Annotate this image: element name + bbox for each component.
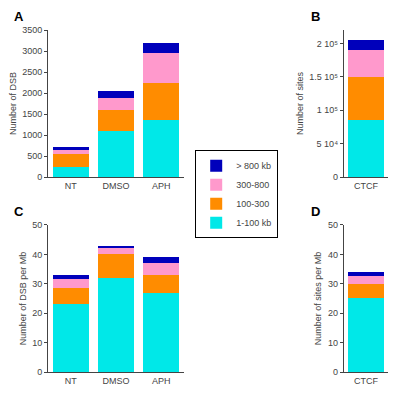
svg-text:0: 0 [333,367,338,377]
svg-text:50: 50 [32,220,42,230]
svg-text:3500: 3500 [22,25,42,35]
svg-text:CTCF: CTCF [354,376,378,386]
svg-text:Number of sites: Number of sites [295,72,305,136]
svg-text:D: D [311,204,320,219]
svg-text:NT: NT [65,181,77,191]
svg-text:3000: 3000 [22,46,42,56]
svg-text:30: 30 [328,279,338,289]
svg-text:APH: APH [152,181,171,191]
svg-text:0: 0 [333,172,338,182]
svg-text:10: 10 [328,338,338,348]
svg-text:500: 500 [27,151,42,161]
svg-text:1500: 1500 [22,109,42,119]
svg-text:40: 40 [32,250,42,260]
svg-text:CTCF: CTCF [354,181,378,191]
svg-text:1-100 kb: 1-100 kb [236,218,271,228]
svg-text:2000: 2000 [22,88,42,98]
svg-text:1.5 10⁵: 1.5 10⁵ [309,72,338,82]
svg-text:2500: 2500 [22,67,42,77]
svg-text:100-300: 100-300 [236,199,269,209]
svg-text:300-800: 300-800 [236,180,269,190]
svg-text:Number of DSB: Number of DSB [8,72,18,135]
svg-text:0: 0 [37,172,42,182]
svg-text:Number of sites per Mb: Number of sites per Mb [313,252,323,346]
svg-text:C: C [14,204,24,219]
svg-text:A: A [14,9,24,24]
svg-text:20: 20 [328,308,338,318]
svg-text:DMSO: DMSO [103,376,130,386]
svg-text:5 10⁴: 5 10⁴ [317,139,339,149]
svg-text:10: 10 [32,338,42,348]
svg-text:40: 40 [328,250,338,260]
svg-text:0: 0 [37,367,42,377]
svg-text:NT: NT [65,376,77,386]
svg-text:20: 20 [32,308,42,318]
svg-text:2 10⁵: 2 10⁵ [317,39,339,49]
svg-text:> 800 kb: > 800 kb [236,161,271,171]
svg-text:APH: APH [152,376,171,386]
svg-text:50: 50 [328,220,338,230]
svg-text:1000: 1000 [22,130,42,140]
svg-text:1 10⁵: 1 10⁵ [317,105,339,115]
svg-text:30: 30 [32,279,42,289]
svg-text:B: B [311,9,320,24]
svg-text:Number of DSB per Mb: Number of DSB per Mb [18,252,28,346]
svg-text:DMSO: DMSO [103,181,130,191]
